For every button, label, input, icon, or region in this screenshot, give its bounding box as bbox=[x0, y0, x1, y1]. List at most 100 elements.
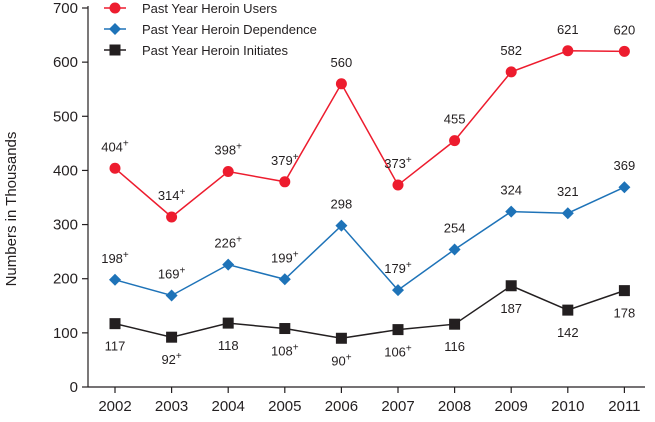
data-label: 118 bbox=[218, 338, 239, 353]
significance-marker: + bbox=[406, 155, 412, 166]
data-point bbox=[109, 273, 121, 286]
data-point bbox=[335, 78, 347, 90]
data-label: 187 bbox=[500, 301, 522, 316]
data-point bbox=[618, 181, 631, 194]
significance-marker: + bbox=[180, 265, 186, 276]
data-point bbox=[505, 280, 517, 292]
data-point bbox=[166, 331, 178, 343]
series-line bbox=[114, 50, 625, 218]
y-tick-label: 300 bbox=[53, 217, 78, 234]
y-tick-label: 600 bbox=[53, 54, 78, 71]
data-label: 314+ bbox=[158, 187, 186, 203]
data-point bbox=[222, 317, 234, 329]
data-point bbox=[392, 179, 404, 191]
x-tick-label: 2004 bbox=[212, 398, 245, 415]
data-label: 560 bbox=[331, 55, 353, 70]
legend-marker bbox=[109, 23, 121, 35]
data-point bbox=[279, 323, 291, 335]
data-point bbox=[562, 304, 574, 316]
y-axis-title: Numbers in Thousands bbox=[3, 132, 20, 287]
significance-marker: + bbox=[123, 138, 129, 149]
data-label: 106+ bbox=[384, 344, 412, 360]
x-tick-label: 2006 bbox=[325, 398, 358, 415]
x-tick-label: 2011 bbox=[608, 398, 640, 415]
data-point bbox=[222, 258, 235, 271]
y-tick-label: 200 bbox=[53, 271, 78, 288]
data-label: 117 bbox=[105, 339, 126, 354]
data-point bbox=[278, 273, 291, 286]
data-label: 179+ bbox=[384, 260, 412, 276]
significance-marker: + bbox=[236, 142, 242, 153]
data-point bbox=[448, 243, 461, 256]
series-2: 198+ 169+ 226+ 199+ 298 179+ 254 324 321 369 bbox=[101, 158, 635, 302]
data-label: 455 bbox=[444, 112, 466, 127]
x-tick-label: 2003 bbox=[155, 398, 188, 415]
series-line bbox=[114, 186, 625, 297]
x-tick-label: 2010 bbox=[551, 398, 584, 415]
legend-marker bbox=[109, 44, 121, 56]
y-tick-label: 400 bbox=[53, 162, 78, 179]
y-tick-label: 500 bbox=[53, 108, 78, 125]
data-label: 199+ bbox=[271, 249, 299, 265]
y-tick-label: 100 bbox=[53, 325, 78, 342]
data-point bbox=[222, 166, 234, 178]
data-point bbox=[562, 45, 574, 57]
data-point bbox=[335, 219, 348, 232]
data-point bbox=[279, 176, 291, 188]
significance-marker: + bbox=[406, 260, 412, 271]
significance-marker: + bbox=[180, 187, 186, 198]
legend-label: Past Year Heroin Users bbox=[142, 1, 278, 16]
data-point bbox=[449, 135, 461, 147]
significance-marker: + bbox=[293, 249, 299, 260]
data-point bbox=[505, 66, 517, 78]
significance-marker: + bbox=[123, 250, 129, 261]
data-point bbox=[392, 284, 404, 297]
data-label: 254 bbox=[444, 220, 466, 235]
data-label: 226+ bbox=[214, 235, 242, 251]
series-3: 117 92+ 118 108+ 90+ 106+ 116 187 142 178 bbox=[105, 280, 636, 368]
data-label: 398+ bbox=[214, 142, 242, 158]
data-point bbox=[561, 207, 574, 220]
x-tick-label: 2005 bbox=[268, 398, 301, 415]
data-point bbox=[449, 318, 461, 330]
data-label: 142 bbox=[557, 325, 579, 340]
significance-marker: + bbox=[346, 352, 352, 363]
legend-marker bbox=[109, 2, 121, 14]
data-point bbox=[618, 45, 630, 57]
data-point bbox=[618, 285, 630, 297]
significance-marker: + bbox=[293, 343, 299, 354]
chart-legend: Past Year Heroin Users Past Year Heroin D… bbox=[104, 1, 317, 58]
data-label: 108+ bbox=[271, 343, 299, 359]
data-point bbox=[109, 318, 121, 330]
data-point bbox=[166, 211, 178, 223]
data-point bbox=[335, 332, 347, 344]
data-label: 116 bbox=[444, 339, 465, 354]
legend-label: Past Year Heroin Initiates bbox=[142, 43, 288, 58]
data-label: 178 bbox=[614, 306, 636, 321]
data-point bbox=[109, 162, 121, 174]
data-label: 321 bbox=[557, 184, 579, 199]
significance-marker: + bbox=[236, 235, 242, 246]
data-label: 621 bbox=[557, 22, 579, 37]
data-label: 92+ bbox=[161, 351, 181, 367]
legend-label: Past Year Heroin Dependence bbox=[142, 22, 317, 37]
data-label: 169+ bbox=[158, 265, 186, 281]
series-1: 404+ 314+ 398+ 379+ 560 373+ 455 582 621 620 bbox=[101, 22, 635, 223]
data-label: 90+ bbox=[331, 352, 351, 368]
x-tick-label: 2002 bbox=[98, 398, 131, 415]
data-label: 582 bbox=[500, 43, 522, 58]
significance-marker: + bbox=[406, 344, 412, 355]
data-label: 620 bbox=[614, 22, 636, 37]
chart-axes bbox=[87, 6, 645, 388]
x-tick-label: 2007 bbox=[381, 398, 414, 415]
significance-marker: + bbox=[176, 351, 182, 362]
data-label: 373+ bbox=[384, 155, 412, 171]
y-tick-label: 0 bbox=[70, 379, 78, 396]
significance-marker: + bbox=[293, 152, 299, 163]
data-point bbox=[505, 205, 518, 218]
data-label: 324 bbox=[500, 183, 522, 198]
data-label: 404+ bbox=[101, 138, 129, 154]
data-point bbox=[165, 289, 178, 302]
series-line bbox=[114, 284, 625, 340]
